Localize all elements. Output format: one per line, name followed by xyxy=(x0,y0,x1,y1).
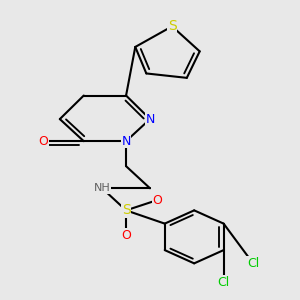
Text: S: S xyxy=(168,19,176,33)
Text: Cl: Cl xyxy=(247,257,259,270)
Text: N: N xyxy=(122,135,131,148)
Text: O: O xyxy=(38,135,48,148)
Text: O: O xyxy=(152,194,162,207)
Text: N: N xyxy=(145,112,155,126)
Text: NH: NH xyxy=(94,183,110,193)
Text: Cl: Cl xyxy=(218,276,230,289)
Text: S: S xyxy=(122,203,130,218)
Text: O: O xyxy=(121,229,131,242)
